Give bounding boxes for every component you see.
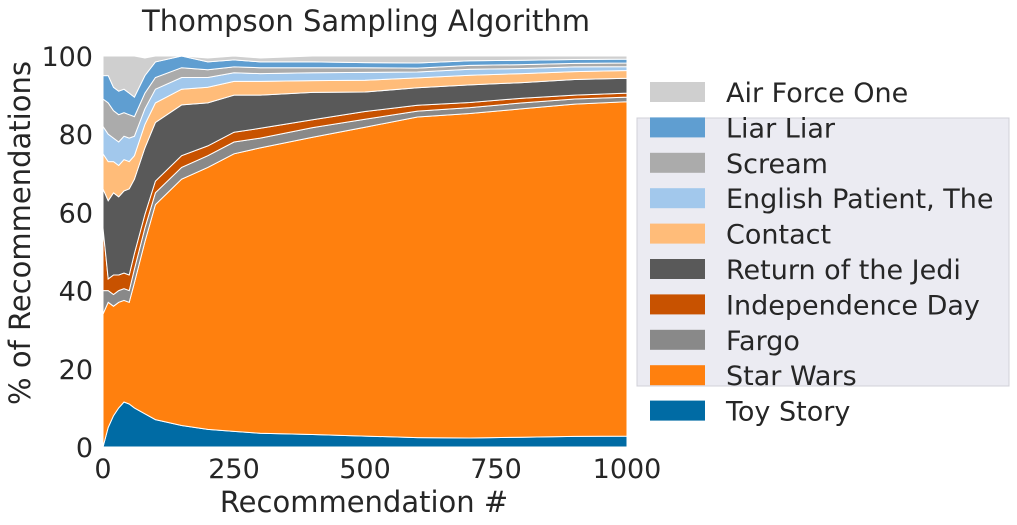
y-tick-label: 40 (59, 277, 93, 308)
legend-label: Liar Liar (726, 113, 836, 144)
legend-label: Star Wars (726, 361, 857, 392)
x-tick-label: 0 (94, 454, 111, 485)
y-axis-ticks: 0 20 40 60 80 100 (41, 42, 93, 464)
y-tick-label: 20 (59, 355, 93, 386)
plot-areas (102, 55, 628, 448)
y-tick-label: 100 (41, 42, 93, 73)
legend-swatch (650, 152, 705, 173)
y-tick-label: 60 (59, 198, 93, 229)
legend-swatch (650, 82, 705, 102)
legend-label: Contact (726, 220, 831, 251)
y-axis-label: % of Recommendations (3, 61, 37, 405)
x-tick-label: 250 (208, 454, 260, 485)
chart-title: Thompson Sampling Algorithm (141, 4, 590, 38)
legend-swatch (650, 365, 705, 386)
x-tick-label: 750 (470, 454, 522, 485)
legend-label: Toy Story (725, 397, 850, 428)
legend-label: Fargo (726, 326, 800, 357)
area-air-force-one (102, 55, 628, 98)
y-tick-label: 80 (59, 120, 93, 151)
legend-swatch (650, 117, 705, 138)
x-tick-label: 1000 (593, 454, 662, 485)
legend-swatch (650, 294, 705, 315)
legend-swatch (650, 188, 705, 209)
legend-swatch (650, 329, 705, 350)
legend-label: Return of the Jedi (726, 255, 961, 286)
legend-label: Air Force One (726, 78, 908, 109)
legend-swatch (650, 223, 705, 244)
x-axis-ticks: 0 250 500 750 1000 (94, 454, 661, 485)
legend-label: Scream (726, 149, 828, 180)
y-tick-label: 0 (76, 433, 93, 464)
legend-swatch (650, 259, 705, 279)
x-tick-label: 500 (339, 454, 391, 485)
legend: Air Force One Liar Liar Scream English Pati… (636, 71, 1010, 429)
legend-swatch (650, 400, 705, 421)
legend-label: English Patient, The (726, 184, 993, 215)
legend-label: Independence Day (726, 290, 980, 321)
x-axis-label: Recommendation # (220, 485, 508, 519)
